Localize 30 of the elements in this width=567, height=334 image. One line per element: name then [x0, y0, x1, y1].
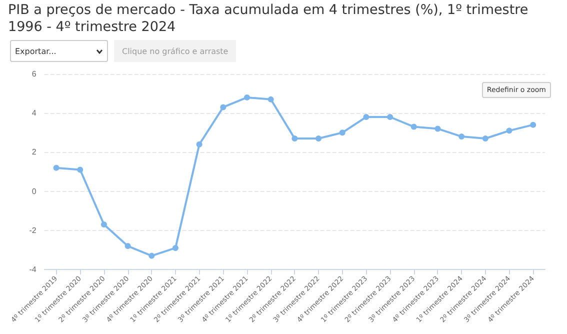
point [316, 136, 322, 142]
point [220, 104, 226, 110]
y-tick-label: 4 [32, 108, 37, 118]
point [506, 128, 512, 134]
point [124, 243, 131, 250]
y-tick-label: 0 [32, 186, 37, 196]
point [434, 126, 441, 132]
point [482, 136, 488, 142]
chart-title: PIB a preços de mercado - Taxa acumulada em 4 trimestres (%), 1º trimestre 1996 - 4º trimestre 2024 [8, 2, 530, 36]
point [172, 244, 178, 251]
point [268, 96, 274, 102]
point [77, 166, 84, 173]
point [530, 122, 536, 128]
y-tick-label: 2 [32, 148, 37, 157]
point [339, 130, 346, 136]
point [196, 141, 202, 148]
y-tick-label: -4 [29, 264, 37, 274]
point [387, 114, 394, 120]
drag-hint-button: Clique no gráfico e arraste [114, 40, 236, 62]
point [53, 164, 60, 171]
point [148, 252, 155, 259]
point [410, 124, 417, 130]
point [458, 134, 465, 140]
y-tick-label: 6 [32, 70, 37, 78]
point [292, 136, 298, 142]
point [244, 94, 250, 100]
y-tick-label: -2 [29, 226, 37, 235]
point [100, 222, 107, 228]
point [363, 114, 370, 120]
export-dropdown: Exportar... [10, 40, 108, 62]
